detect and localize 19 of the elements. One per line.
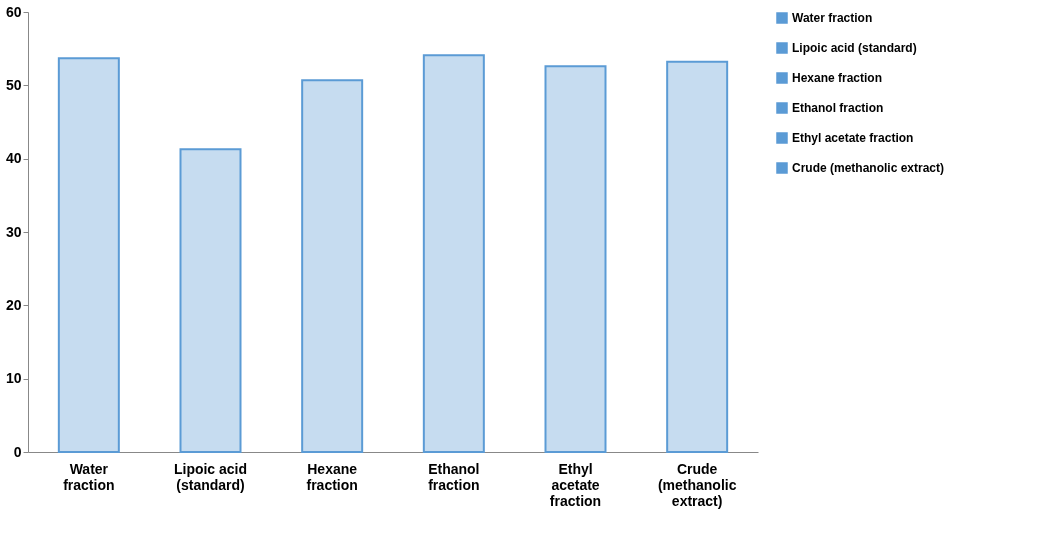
y-tick-label: 60: [5, 3, 22, 20]
legend-label: Lipoic acid (standard): [792, 41, 917, 55]
legend-label: Ethanol fraction: [792, 101, 884, 115]
x-tick-label: Lipoic acid (standard): [173, 460, 248, 493]
y-tick-label: 10: [5, 370, 22, 387]
legend-label: Hexane fraction: [792, 71, 883, 85]
y-tick-label: 0: [13, 443, 22, 460]
y-tick-label: 20: [5, 296, 22, 313]
x-tick-label: Hexane fraction: [306, 460, 358, 493]
legend-label: Water fraction: [792, 11, 873, 25]
x-tick-label: Crude (methanolic extract): [657, 460, 737, 509]
legend-label: Crude (methanolic extract): [792, 161, 945, 175]
y-tick-label: 30: [5, 223, 22, 240]
legend-label: Ethyl acetate fraction: [792, 131, 914, 145]
x-tick-label: Ethyl acetate fraction: [549, 460, 602, 509]
y-tick-label: 50: [5, 76, 22, 93]
x-tick-label: Water fraction: [63, 460, 115, 493]
y-tick-label: 40: [5, 150, 22, 167]
x-tick-label: Ethanol fraction: [428, 460, 480, 493]
